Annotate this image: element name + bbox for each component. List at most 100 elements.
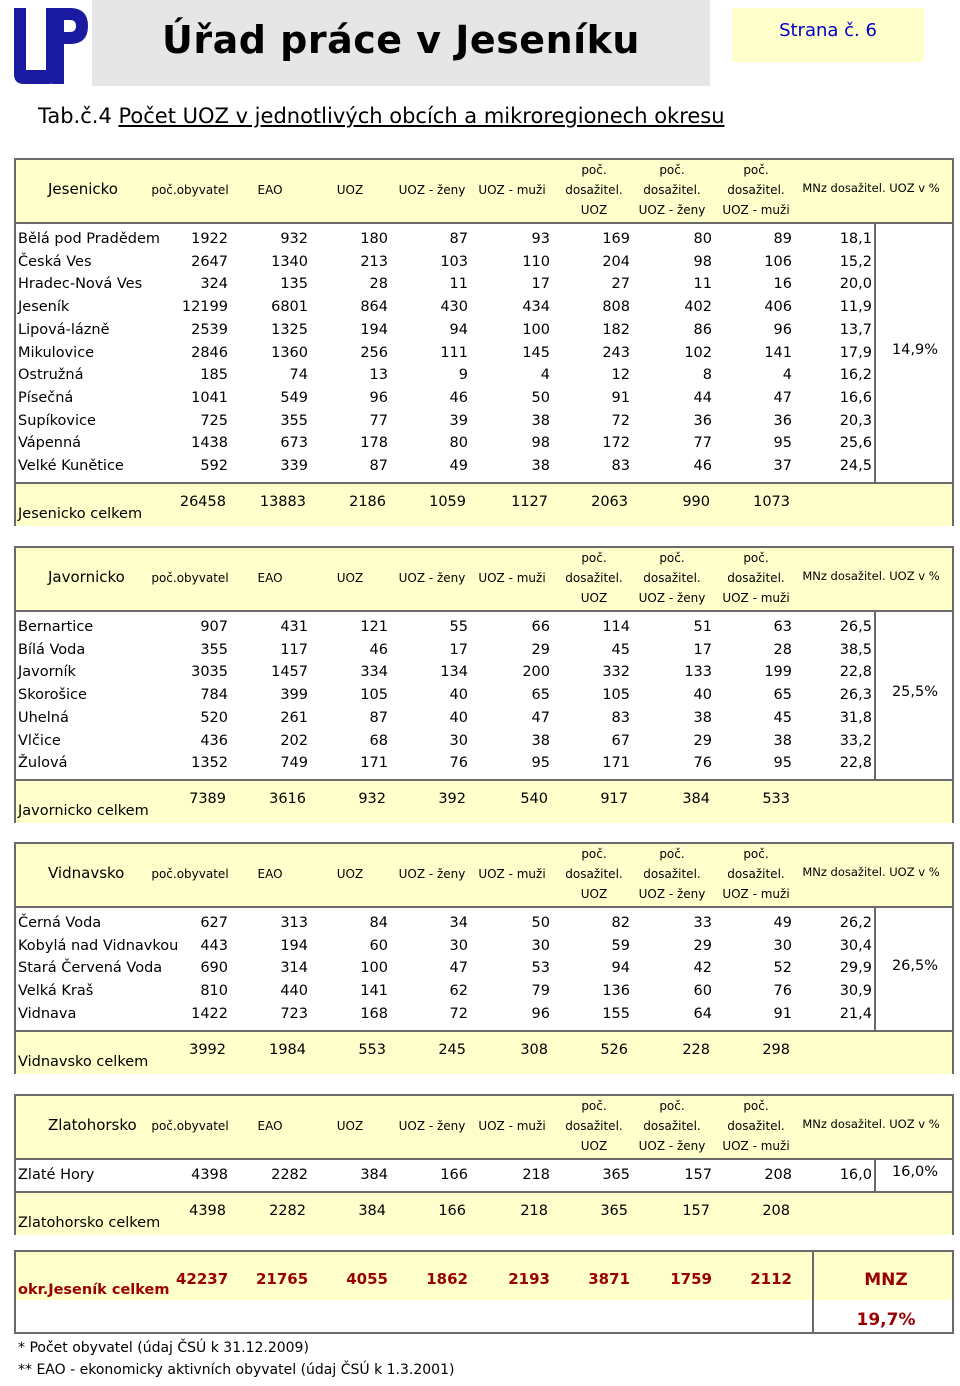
- table-cell: 52: [773, 960, 792, 977]
- table-cell: 83: [611, 458, 630, 474]
- table-cell: 200: [522, 664, 550, 681]
- table-row: Zlaté Hory 4398 2282 384 166 218 365 157 208 16,0: [16, 1164, 876, 1186]
- header-dos-muzi-line: poč.: [743, 551, 769, 565]
- region-total-cell: 540: [520, 790, 548, 807]
- header-eao: EAO: [257, 183, 283, 197]
- table-row: Skorošice 784 399 105 40 65 105 40 65 26,3: [16, 684, 876, 706]
- table-cell: 9: [458, 367, 468, 384]
- table-cell: 2282: [271, 1167, 308, 1183]
- municipality-name: Lipová-lázně: [18, 321, 110, 338]
- municipality-name: Velká Kraš: [18, 983, 94, 1000]
- table-cell: 98: [531, 435, 550, 452]
- table-cell: 430: [440, 299, 468, 316]
- table-cell: 334: [360, 664, 388, 681]
- table-cell: 93: [531, 231, 550, 247]
- page-title: Úřad práce v Jeseníku: [162, 18, 640, 62]
- table-cell: 213: [360, 253, 388, 270]
- table-cell: 365: [602, 1167, 630, 1183]
- table-row: Velká Kraš 810 440 141 62 79 136 60 76 30,9: [16, 980, 876, 1002]
- municipality-name: Velké Kunětice: [18, 458, 124, 474]
- municipality-name: Kobylá nad Vidnavkou: [18, 937, 179, 954]
- header-uoz: UOZ: [336, 1119, 364, 1133]
- header-dos-uoz-line: UOZ: [580, 1139, 608, 1153]
- urad-prace-logo: [8, 4, 90, 88]
- municipality-name: Mikulovice: [18, 344, 95, 361]
- table-cell: 16,0: [839, 1167, 872, 1183]
- table-cell: 443: [200, 937, 228, 954]
- region-total-cell: 228: [682, 1041, 710, 1058]
- municipality-name: Vápenná: [18, 435, 82, 452]
- table-row: Bílá Voda 355 117 46 17 29 45 17 28 38,5: [16, 639, 876, 661]
- table-cell: 29,9: [839, 960, 872, 977]
- table-cell: 47: [449, 960, 468, 977]
- region-total-cell: 2063: [591, 493, 628, 510]
- table-cell: 12199: [181, 299, 228, 316]
- header-uoz-muzi: UOZ - muži: [478, 183, 546, 197]
- table-row: Stará Červená Voda 690 314 100 47 53 94 42 52 29,…: [16, 957, 876, 979]
- table-cell: 11: [449, 276, 468, 293]
- municipality-name: Česká Ves: [18, 253, 92, 270]
- header-dos-uoz-line: poč.: [581, 551, 607, 565]
- table-cell: 94: [449, 321, 468, 338]
- header-dos-zeny-line: poč.: [659, 551, 685, 565]
- table-cell: 77: [369, 412, 388, 429]
- table-caption-text: Počet UOZ v jednotlivých obcích a mikror…: [118, 104, 725, 128]
- table-cell: 38,5: [839, 641, 872, 658]
- table-row: Supíkovice 725 355 77 39 38 72 36 36 20,3: [16, 410, 876, 432]
- table-cell: 313: [280, 915, 308, 931]
- table-cell: 194: [280, 937, 308, 954]
- grand-total-bar: [16, 1252, 952, 1300]
- table-cell: 80: [693, 231, 712, 247]
- header-uoz-zeny: UOZ - ženy: [398, 183, 466, 197]
- table-cell: 60: [369, 937, 388, 954]
- grand-total-dos-zeny: 1759: [670, 1270, 712, 1288]
- table-caption: Tab.č.4 Počet UOZ v jednotlivých obcích …: [38, 104, 725, 128]
- grand-total-mnz-value: 19,7%: [856, 1310, 916, 1330]
- table-cell: 37: [773, 458, 792, 474]
- table-cell: 22,8: [839, 664, 872, 681]
- mnz-column-divider: [874, 610, 876, 779]
- header-uoz-muzi: UOZ - muži: [478, 571, 546, 585]
- table-cell: 436: [200, 732, 228, 749]
- table-cell: 168: [360, 1005, 388, 1022]
- table-cell: 18,1: [839, 231, 872, 247]
- header-eao: EAO: [257, 867, 283, 881]
- table-cell: 26,3: [839, 687, 872, 704]
- municipality-name: Vlčice: [18, 732, 61, 749]
- table-cell: 20,3: [839, 412, 872, 429]
- table-row: Kobylá nad Vidnavkou 443 194 60 30 30 59 29 30 30…: [16, 935, 876, 957]
- region-section: Jesenicko poč.obyvatel EAO UOZ UOZ - ženy UOZ…: [14, 158, 954, 526]
- footnote-eao: ** EAO - ekonomicky aktivních obyvatel (…: [18, 1362, 455, 1378]
- table-cell: 65: [531, 687, 550, 704]
- region-total-cell: 533: [762, 790, 790, 807]
- header-dos-muzi-line: dosažitel.: [727, 183, 785, 197]
- table-cell: 82: [611, 915, 630, 931]
- table-row: Lipová-lázně 2539 1325 194 94 100 182 86 96 13,7: [16, 319, 876, 341]
- table-cell: 332: [602, 664, 630, 681]
- table-cell: 64: [693, 1005, 712, 1022]
- table-cell: 47: [531, 709, 550, 726]
- region-total-cell: 1984: [269, 1041, 306, 1058]
- table-cell: 33,2: [839, 732, 872, 749]
- table-cell: 33: [693, 915, 712, 931]
- table-cell: 46: [449, 389, 468, 406]
- grand-total-dos-uoz: 3871: [588, 1270, 630, 1288]
- table-cell: 47: [773, 389, 792, 406]
- region-total-cell: 157: [682, 1202, 710, 1219]
- region-total-bar: Vidnavsko celkem 3992 1984 553 245 308 526 228 2…: [16, 1029, 952, 1074]
- header-dos-zeny-line: dosažitel.: [643, 183, 701, 197]
- table-cell: 1041: [191, 389, 228, 406]
- header-dos-zeny-line: dosažitel.: [643, 571, 701, 585]
- header-mnz: MNz dosažitel. UOZ v %: [802, 181, 940, 195]
- table-cell: 94: [611, 960, 630, 977]
- table-cell: 103: [440, 253, 468, 270]
- table-cell: 96: [369, 389, 388, 406]
- table-cell: 4: [782, 367, 792, 384]
- region-total-cell: 917: [600, 790, 628, 807]
- table-cell: 38: [531, 732, 550, 749]
- table-cell: 810: [200, 983, 228, 1000]
- header-dos-zeny-line: UOZ - ženy: [638, 887, 706, 901]
- region-total-cell: 1073: [753, 493, 790, 510]
- table-cell: 17: [449, 641, 468, 658]
- header-dos-uoz-line: dosažitel.: [565, 867, 623, 881]
